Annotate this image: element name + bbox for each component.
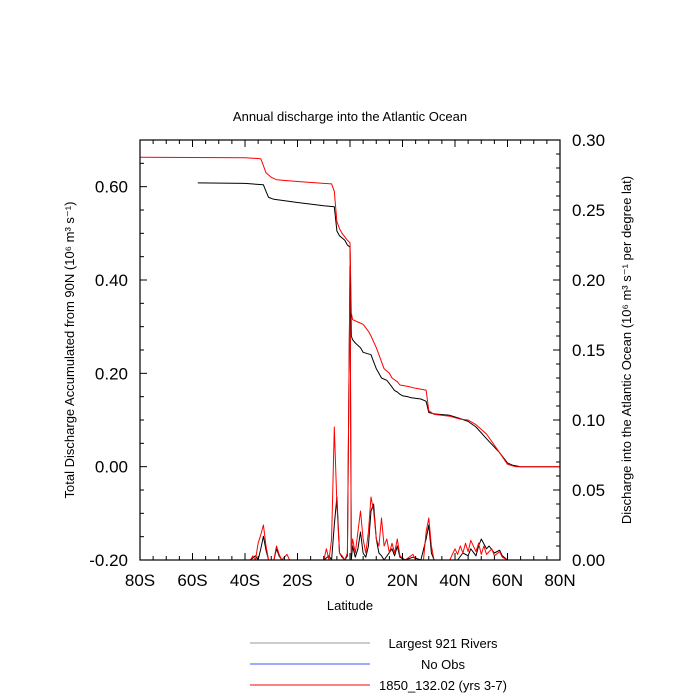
legend-label: 1850_132.02 (yrs 3-7) xyxy=(379,678,507,693)
y-right-tick-label: 0.00 xyxy=(572,551,605,570)
y-right-tick-label: 0.30 xyxy=(572,131,605,150)
x-tick-label: 40N xyxy=(439,571,470,590)
y-left-tick-label: -0.20 xyxy=(89,551,128,570)
x-axis-label: Latitude xyxy=(327,598,373,613)
x-tick-label: 0 xyxy=(345,571,354,590)
legend: Largest 921 Rivers No Obs 1850_132.02 (yrs… xyxy=(250,636,507,693)
y-left-tick-label: 0.40 xyxy=(95,271,128,290)
cumulative-series-line-0 xyxy=(197,182,560,468)
y-right-tick-label: 0.10 xyxy=(572,411,605,430)
left-axis-label: Total Discharge Accumulated from 90N (10… xyxy=(62,202,77,499)
y-left-tick-label: 0.20 xyxy=(95,364,128,383)
x-tick-label: 60N xyxy=(492,571,523,590)
y-right-tick-label: 0.20 xyxy=(572,271,605,290)
legend-label: Largest 921 Rivers xyxy=(388,636,498,651)
y-left-tick-label: 0.60 xyxy=(95,178,128,197)
discharge-series-line-1 xyxy=(140,265,560,561)
plot-content xyxy=(139,156,560,561)
y-right-tick-label: 0.25 xyxy=(572,201,605,220)
chart-title: Annual discharge into the Atlantic Ocean xyxy=(233,109,467,124)
x-tick-label: 80S xyxy=(125,571,155,590)
discharge-series-line-0 xyxy=(197,265,513,561)
y-right-tick-label: 0.05 xyxy=(572,481,605,500)
y-right-tick-label: 0.15 xyxy=(572,341,605,360)
x-tick-label: 20N xyxy=(387,571,418,590)
x-tick-label: 60S xyxy=(177,571,207,590)
axis-ticks: 80S 60S 40S 20S 0 20N 40N 60N 80N -0.20 0.00 0.20 0.… xyxy=(89,131,605,590)
legend-label: No Obs xyxy=(421,657,466,672)
y-left-tick-label: 0.00 xyxy=(95,458,128,477)
x-tick-label: 80N xyxy=(544,571,575,590)
right-axis-label: Discharge into the Atlantic Ocean (10⁶ m… xyxy=(619,176,634,524)
x-tick-label: 20S xyxy=(282,571,312,590)
x-tick-label: 40S xyxy=(230,571,260,590)
cumulative-series-line-2 xyxy=(139,156,560,468)
